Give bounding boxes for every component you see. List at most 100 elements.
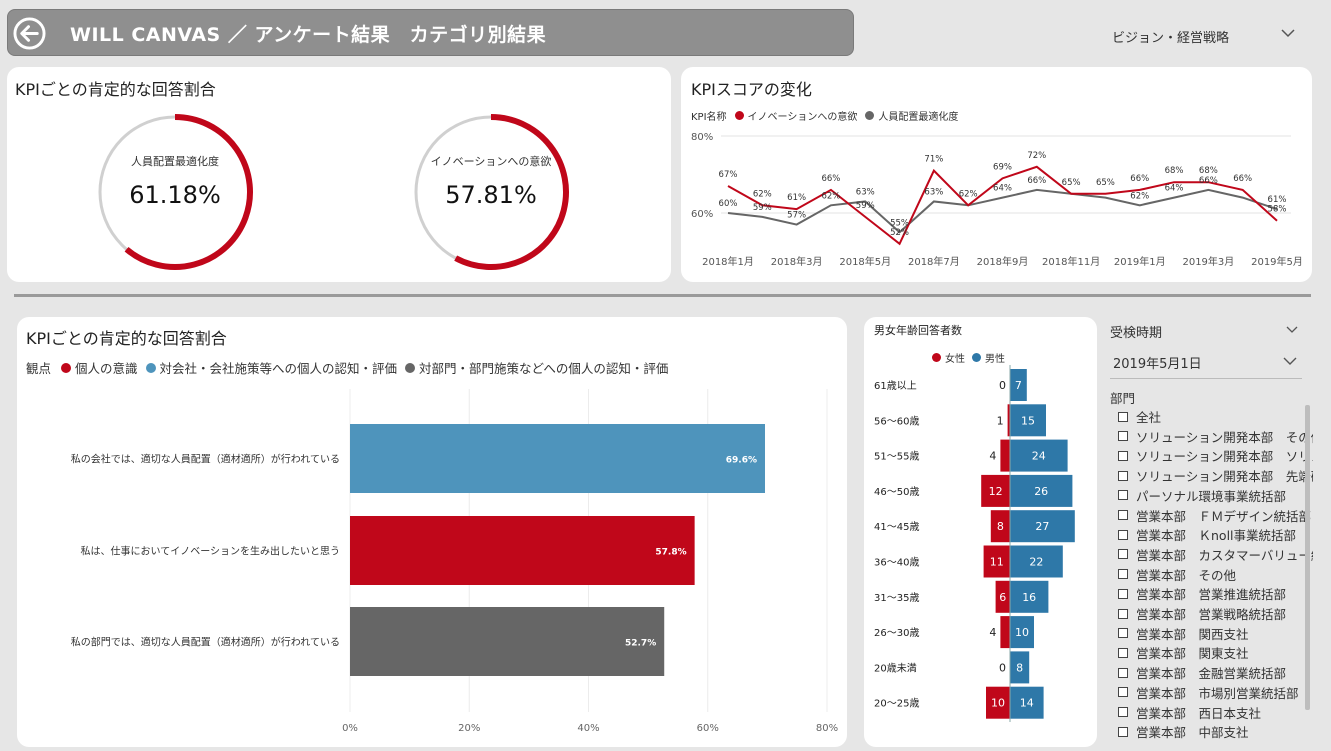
bar-value-label: 52.7% [625, 639, 656, 649]
checkbox[interactable] [1118, 667, 1128, 678]
department-option[interactable]: 営業本部 関東支社 [1118, 643, 1313, 662]
male-value: 8 [1016, 661, 1023, 674]
kpi-trend-card: KPIスコアの変化 KPI名称 イノベーションへの意欲 人員配置最適化度 80%… [681, 67, 1312, 282]
period-select[interactable]: 2019年5月1日 [1110, 346, 1302, 376]
department-option[interactable]: 営業本部 市場別営業統括部 [1118, 683, 1313, 702]
checkbox[interactable] [1118, 431, 1128, 442]
department-option[interactable]: 営業本部 営業推進統括部 [1118, 584, 1313, 603]
period-collapse-chevron-icon[interactable] [1286, 326, 1298, 334]
female-value: 6 [999, 591, 1006, 604]
department-option[interactable]: ソリューション開発本部 ソリュー [1118, 446, 1313, 465]
department-option[interactable]: 営業本部 営業戦略統括部 [1118, 604, 1313, 623]
kpi-bar-card: KPIごとの肯定的な回答割合 観点 個人の意識 対会社・会社施策等への個人の認知… [17, 317, 847, 747]
period-slicer-title: 受検時期 [1110, 326, 1163, 341]
department-option-label: 営業本部 ＦＭデザイン統括部 [1136, 508, 1312, 524]
period-select-value: 2019年5月1日 [1113, 357, 1202, 372]
back-arrow-icon[interactable] [13, 17, 46, 50]
data-label: 57% [787, 211, 806, 221]
bar [350, 424, 765, 493]
page-title: WILL CANVAS ／ アンケート結果 カテゴリ別結果 [70, 24, 547, 46]
department-option[interactable]: 営業本部 その他 [1118, 565, 1313, 584]
bar-legend-title: 観点 [26, 361, 52, 376]
bar-value-label: 57.8% [655, 548, 686, 558]
age-label: 26～30歳 [874, 627, 919, 639]
checkbox[interactable] [1118, 490, 1128, 501]
department-option-label: ソリューション開発本部 ソリュー [1136, 449, 1313, 465]
kpi-gauge-card: KPIごとの肯定的な回答割合 人員配置最適化度 61.18% イノベーションへの… [7, 67, 671, 282]
male-value: 15 [1021, 414, 1035, 427]
checkbox[interactable] [1118, 647, 1128, 658]
x-tick-label: 0% [342, 723, 358, 734]
data-label: 67% [719, 170, 738, 180]
male-bar [1010, 439, 1068, 472]
x-tick-label: 2018年5月 [839, 255, 891, 268]
checkbox[interactable] [1118, 687, 1128, 698]
category-dropdown[interactable]: ビジョン・経営戦略 [1105, 20, 1305, 50]
legend-item-innovation: イノベーションへの意欲 [747, 112, 858, 123]
male-bar [1010, 545, 1063, 578]
data-label: 63% [924, 187, 943, 197]
department-option[interactable]: 営業本部 カスタマーバリュー統 [1118, 545, 1313, 564]
checkbox[interactable] [1118, 569, 1128, 580]
data-label: 62% [959, 189, 978, 199]
department-scrollbar[interactable] [1305, 405, 1310, 710]
gauge-label-2: イノベーションへの意欲 [430, 155, 552, 168]
department-option[interactable]: パーソナル環境事業統括部 [1118, 486, 1313, 505]
bar-legend-dot-blue [145, 362, 156, 373]
age-label: 61歳以上 [874, 380, 917, 392]
data-label: 68% [1199, 166, 1218, 176]
age-label: 41～45歳 [874, 521, 919, 533]
bar-chart-svg: 0% 20% 40% 60% 80% 69.6% 私の会社では、適切な人員配置（適材適所）が… [71, 389, 838, 734]
department-option-label: 営業本部 中部支社 [1136, 725, 1249, 741]
bar [350, 516, 695, 585]
line-chart-svg: 80% 60% 2018年1月 2018年3月 2018年5月 2018年7月 2018年9… [691, 132, 1303, 268]
x-tick-label: 80% [816, 723, 838, 734]
x-tick-label: 2018年7月 [908, 255, 960, 268]
bar-legend-item-1: 個人の意識 [75, 361, 138, 376]
data-label: 61% [787, 193, 806, 203]
female-bar [995, 580, 1010, 613]
checkbox[interactable] [1118, 529, 1128, 540]
data-label: 69% [993, 162, 1012, 172]
checkbox[interactable] [1118, 510, 1128, 520]
checkbox[interactable] [1118, 628, 1128, 639]
department-option[interactable]: 営業本部 中部支社 [1118, 722, 1313, 741]
checkbox[interactable] [1118, 608, 1128, 619]
checkbox[interactable] [1118, 588, 1128, 599]
checkbox[interactable] [1118, 707, 1128, 717]
department-option-label: 営業本部 営業推進統括部 [1136, 587, 1287, 603]
department-option[interactable]: 営業本部 西日本支社 [1118, 703, 1313, 722]
age-label: 51～55歳 [874, 451, 919, 463]
department-option-label: 営業本部 営業戦略統括部 [1136, 607, 1287, 622]
data-label: 55% [890, 218, 909, 228]
female-bar [1000, 616, 1010, 649]
legend-item-staffing: 人員配置最適化度 [878, 112, 959, 123]
data-label: 65% [1096, 178, 1115, 188]
checkbox[interactable] [1118, 411, 1128, 422]
department-option[interactable]: 全社 [1118, 407, 1313, 426]
category-dropdown-value: ビジョン・経営戦略 [1112, 31, 1230, 46]
department-option[interactable]: 営業本部 ＦＭデザイン統括部 [1118, 506, 1313, 525]
male-bar [1010, 580, 1049, 613]
female-value: 4 [989, 626, 996, 639]
data-label: 66% [821, 174, 840, 184]
department-option[interactable]: 営業本部 金融営業統括部 [1118, 663, 1313, 682]
age-gender-card: 男女年齢回答者数 女性 男性 61歳以上 0 7 56～60歳 1 15 51～55歳 4 24… [864, 317, 1097, 747]
male-bar [1010, 369, 1027, 401]
female-bar [983, 545, 1010, 578]
female-bar [981, 474, 1010, 507]
department-option[interactable]: 営業本部 Ｋnoll事業統括部 [1118, 525, 1313, 544]
department-option[interactable]: 営業本部 関西支社 [1118, 624, 1313, 643]
male-value: 14 [1020, 697, 1034, 710]
checkbox[interactable] [1118, 726, 1128, 737]
department-option[interactable]: ソリューション開発本部 先端研 [1118, 466, 1313, 485]
department-option-label: ソリューション開発本部 その他 [1136, 429, 1313, 445]
checkbox[interactable] [1118, 549, 1128, 560]
department-option-label: 全社 [1136, 410, 1162, 425]
period-underline [1110, 378, 1302, 379]
checkbox[interactable] [1118, 450, 1128, 461]
department-option[interactable]: ソリューション開発本部 その他 [1118, 427, 1313, 446]
x-tick-label: 2018年1月 [702, 255, 754, 268]
x-tick-label: 2019年3月 [1182, 255, 1234, 268]
checkbox[interactable] [1118, 470, 1128, 481]
